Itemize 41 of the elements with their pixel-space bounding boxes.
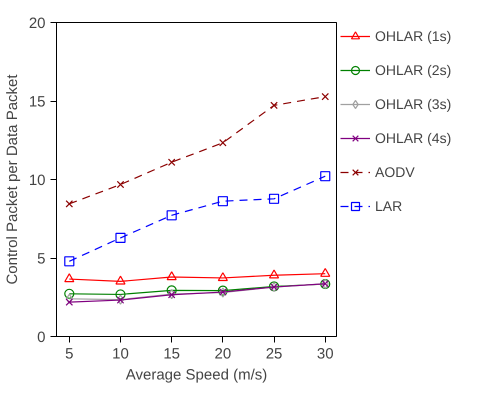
y-axis-title: Control Packet per Data Packet: [4, 74, 21, 285]
point: [115, 276, 126, 285]
x-axis-title: Average Speed (m/s): [126, 366, 268, 384]
x-tick-label: 5: [65, 346, 74, 362]
y-tick-label: 20: [28, 15, 46, 32]
point: [321, 92, 330, 100]
point: [64, 273, 74, 282]
point: [268, 194, 280, 204]
y-tick-label: 10: [28, 172, 46, 189]
legend-label: AODV: [375, 164, 415, 180]
point: [270, 102, 278, 110]
x-tick-label: 30: [316, 346, 334, 362]
legend-label: OHLAR (2s): [375, 62, 452, 78]
y-tick-label: 15: [28, 94, 46, 110]
point: [268, 269, 280, 278]
x-tick-label: 20: [214, 346, 232, 362]
point: [115, 289, 126, 300]
point: [320, 171, 330, 182]
legend-label: OHLAR (1s): [375, 28, 452, 44]
point: [64, 288, 74, 299]
point: [219, 138, 227, 147]
x-tick-label: 10: [112, 346, 129, 362]
point: [218, 196, 228, 206]
point: [115, 232, 126, 244]
point: [168, 158, 176, 166]
legend-label: LAR: [375, 198, 402, 214]
x-tick-label: 15: [163, 346, 180, 362]
point: [66, 200, 74, 208]
x-tick-label: 25: [266, 346, 282, 362]
point: [66, 294, 73, 304]
point: [64, 256, 74, 266]
point: [66, 298, 74, 306]
legend-label: OHLAR (4s): [375, 130, 452, 146]
point: [218, 272, 228, 282]
point: [166, 271, 177, 280]
point: [320, 268, 330, 277]
point: [166, 210, 177, 220]
point: [116, 180, 124, 188]
y-tick-label: 5: [37, 250, 46, 268]
legend-label: OHLAR (3s): [375, 96, 452, 112]
y-tick-label: 0: [37, 329, 46, 346]
